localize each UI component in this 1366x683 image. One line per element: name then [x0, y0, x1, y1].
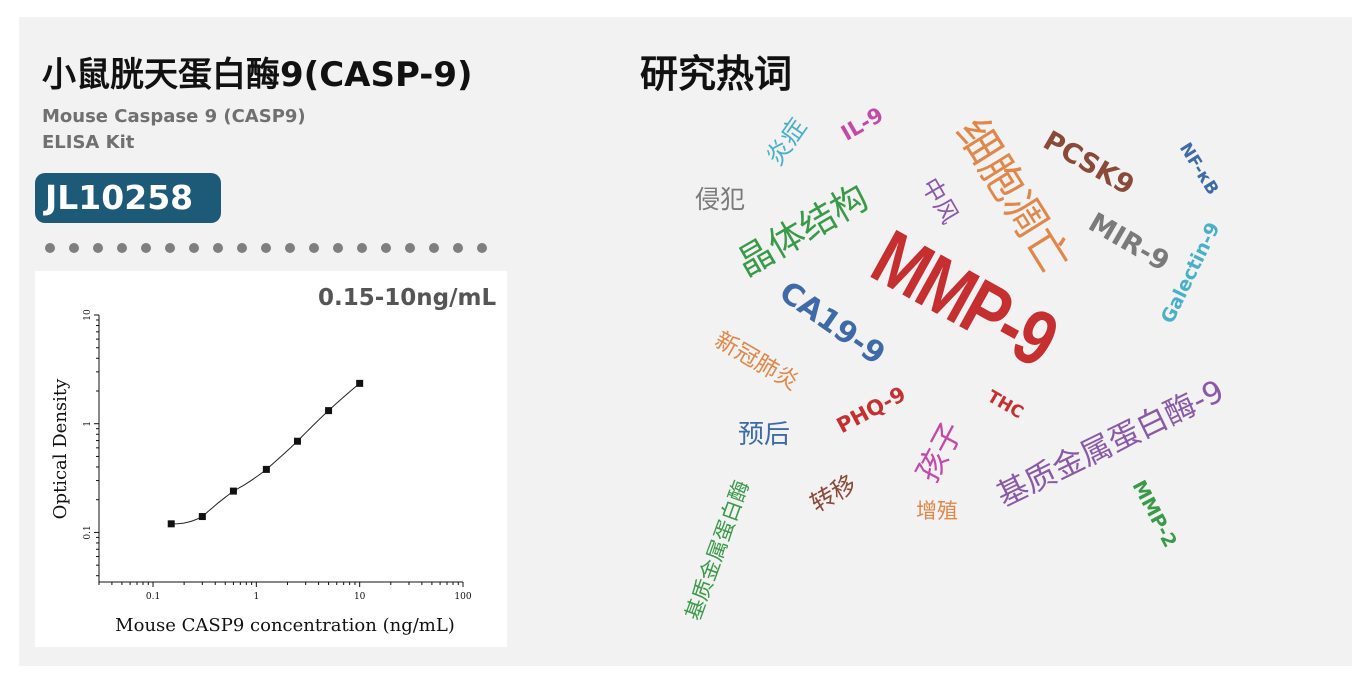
hot-word-invasion: 侵犯 [695, 185, 746, 214]
data-point [293, 437, 301, 445]
product-title: 小鼠胱天蛋白酶9(CASP-9) [42, 55, 473, 95]
hot-word-proliferation: 增殖 [916, 499, 958, 523]
data-point [167, 520, 175, 528]
x-axis-label: Mouse CASP9 concentration (ng/mL) [115, 615, 455, 636]
hot-words-title: 研究热词 [640, 52, 793, 96]
product-subtitle: Mouse Caspase 9 (CASP9) ELISA Kit [42, 104, 306, 156]
data-point [229, 487, 237, 495]
y-tick-label: 1 [83, 421, 93, 427]
fit-curve-line [171, 383, 361, 525]
standard-curve-chart: 0.1 1 10 100 0.1 1 10 Mouse CASP9 concentratio… [35, 271, 507, 647]
dot-divider [45, 243, 487, 253]
x-tick-label: 0.1 [146, 592, 160, 602]
data-point [198, 513, 206, 521]
subtitle-line-2: ELISA Kit [42, 132, 135, 153]
detection-range: 0.15-10ng/mL [318, 285, 497, 311]
y-tick-label: 10 [83, 309, 93, 321]
x-tick-label: 100 [454, 592, 471, 602]
y-axis-label: Optical Density [50, 378, 71, 519]
y-tick-label: 0.1 [83, 525, 93, 539]
x-tick-label: 1 [253, 592, 259, 602]
x-tick-label: 10 [354, 592, 366, 602]
data-point [356, 379, 364, 387]
standard-curve-svg: 0.1 1 10 100 0.1 1 10 Mouse CASP9 concentratio… [50, 309, 472, 636]
subtitle-line-1: Mouse Caspase 9 (CASP9) [42, 106, 306, 127]
catalog-number-badge: JL10258 [35, 173, 221, 223]
data-point [262, 465, 270, 473]
hot-word-prognosis: 预后 [738, 420, 791, 450]
data-point [325, 407, 333, 415]
